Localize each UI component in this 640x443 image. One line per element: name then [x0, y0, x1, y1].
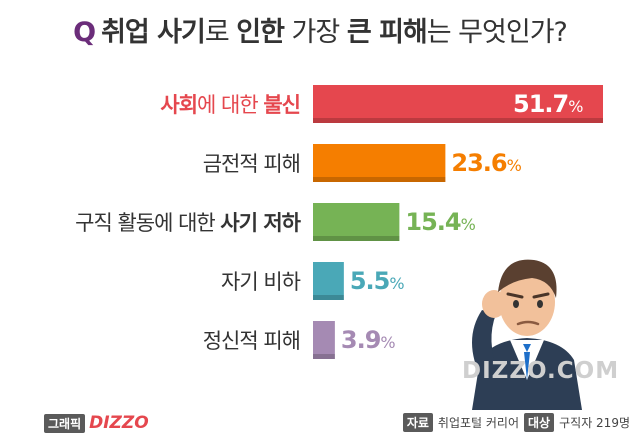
bar-0 — [313, 85, 603, 123]
title-part-1: 취업 사기 — [101, 17, 206, 48]
chart-title: Q 취업 사기로 인한 가장 큰 피해는 무엇인가? — [0, 10, 640, 49]
bar-1 — [313, 144, 446, 182]
footer-source: 자료 취업포털 커리어 대상 구직자 219명 — [402, 413, 630, 432]
bar-shadow-2 — [313, 236, 400, 241]
source-tag: 자료 — [402, 413, 433, 432]
value-label-0: 51.7% — [513, 90, 583, 118]
target-tag: 대상 — [524, 413, 555, 432]
bar-3 — [313, 262, 344, 300]
value-label-1: 23.6% — [451, 149, 521, 177]
category-label-1: 금전적 피해 — [202, 152, 301, 176]
title-part-2: 로 — [204, 17, 237, 48]
bar-2 — [313, 203, 400, 241]
bar-shadow-3 — [313, 295, 344, 300]
value-label-4: 3.9% — [340, 326, 396, 354]
value-label-2: 15.4% — [405, 208, 475, 236]
bar-shadow-4 — [313, 354, 335, 359]
category-label-2: 구직 활동에 대한 사기 저하 — [75, 211, 301, 235]
question-mark-q: Q — [73, 17, 96, 48]
value-label-3: 5.5% — [349, 267, 405, 295]
bar-4 — [313, 321, 335, 359]
title-part-5: 큰 피해 — [346, 17, 428, 48]
title-part-4: 가장 — [283, 17, 347, 48]
target-text: 구직자 219명 — [559, 416, 630, 430]
category-label-4: 정신적 피해 — [202, 329, 301, 353]
brand-logo: DIZZO — [89, 413, 149, 433]
watermark: DIZZO.COM — [462, 358, 620, 384]
category-label-3: 자기 비하 — [221, 270, 301, 294]
graphic-tag: 그래픽 — [44, 413, 86, 433]
bar-shadow-0 — [313, 118, 603, 123]
confused-businessman-illustration — [472, 259, 582, 410]
bar-shadow-1 — [313, 177, 446, 182]
category-label-0: 사회에 대한 불신 — [160, 93, 301, 117]
title-part-6: 는 무엇인가? — [426, 17, 568, 48]
source-text: 취업포털 커리어 — [437, 416, 520, 430]
footer-credit: 그래픽 DIZZO — [44, 413, 149, 433]
title-part-3: 인한 — [236, 17, 285, 48]
